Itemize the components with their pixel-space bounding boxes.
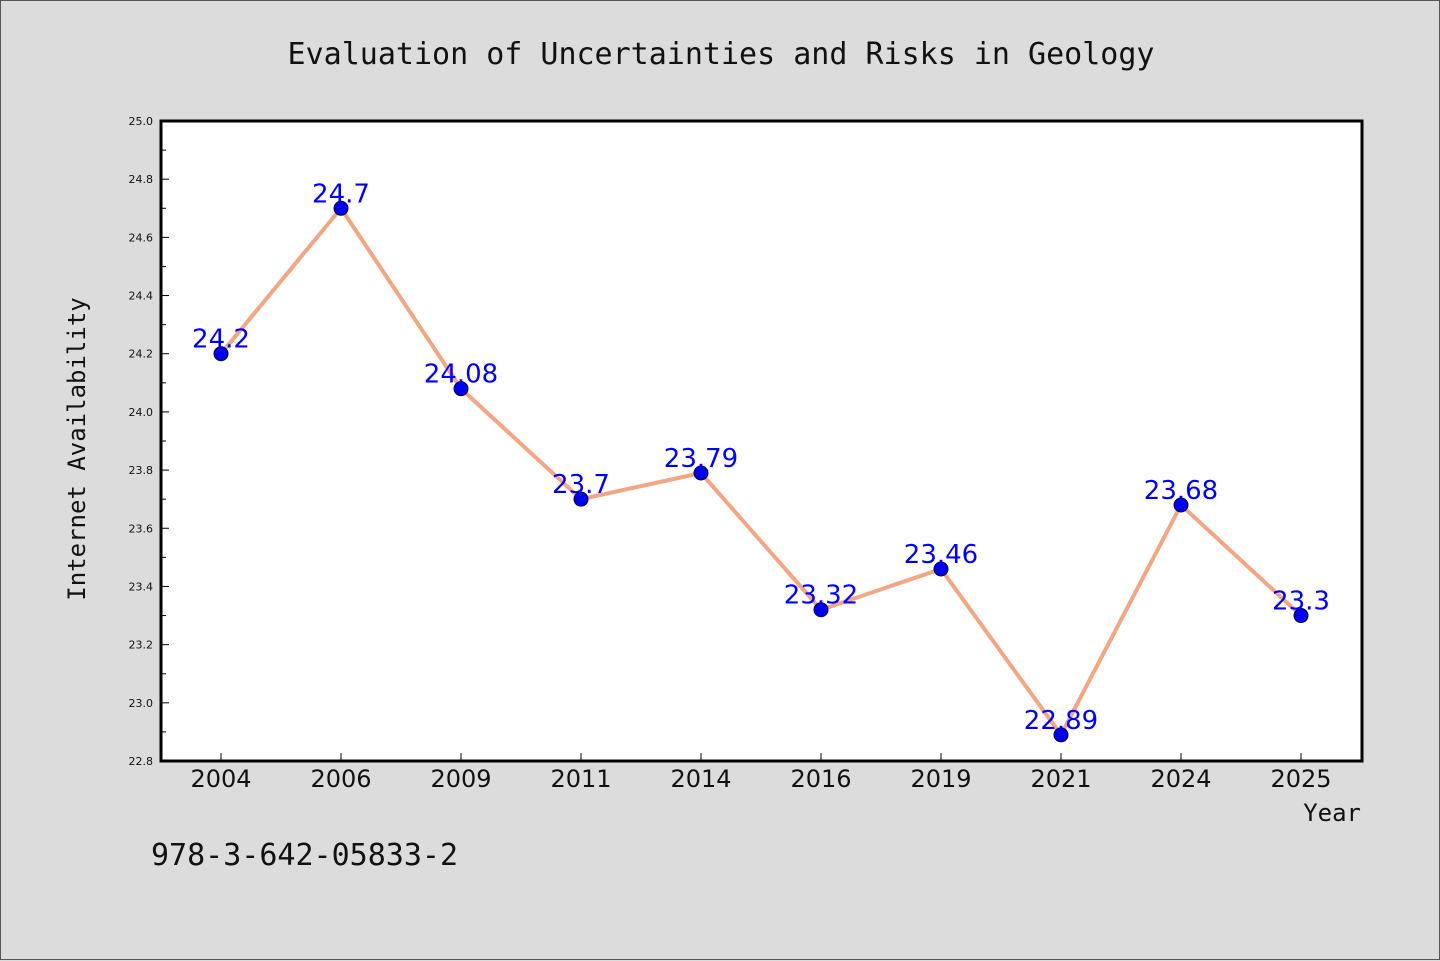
data-point <box>453 381 469 397</box>
data-label: 24.7 <box>312 179 370 209</box>
y-tick-label: 24.2 <box>129 348 154 361</box>
data-point <box>573 491 589 507</box>
data-label: 23.68 <box>1144 476 1218 506</box>
y-axis-label: Internet Availability <box>63 297 91 600</box>
y-tick-label: 22.8 <box>129 755 154 768</box>
data-point <box>1173 497 1189 513</box>
data-label: 23.7 <box>552 470 610 500</box>
x-tick-label: 2014 <box>670 765 731 793</box>
y-tick-label: 24.4 <box>129 290 154 303</box>
data-point <box>813 602 829 618</box>
data-label: 23.32 <box>784 581 858 611</box>
data-label: 22.89 <box>1024 706 1098 736</box>
series-line <box>219 206 1303 737</box>
x-tick-label: 2011 <box>550 765 611 793</box>
plot-area <box>161 121 1362 761</box>
y-tick-label: 23.4 <box>129 580 154 593</box>
series-markers <box>213 200 1309 743</box>
data-point <box>333 200 349 216</box>
x-tick-label: 2025 <box>1270 765 1331 793</box>
data-label: 23.79 <box>664 444 738 474</box>
x-tick-label: 2016 <box>790 765 851 793</box>
y-tick-label: 23.0 <box>129 697 154 710</box>
x-tick-label: 2021 <box>1030 765 1091 793</box>
data-point <box>933 561 949 577</box>
y-axis-ticks: 22.8 23.0 23.2 23.4 23.6 23.8 24.0 24.2 24.4 24.6… <box>129 115 169 768</box>
x-tick-label: 2024 <box>1150 765 1211 793</box>
data-label: 23.3 <box>1272 587 1330 617</box>
data-label: 24.08 <box>424 360 498 390</box>
chart-title: Evaluation of Uncertainties and Risks in… <box>288 37 1155 72</box>
y-tick-label: 24.0 <box>129 406 154 419</box>
y-tick-label: 23.8 <box>129 464 154 477</box>
data-label: 24.2 <box>192 325 250 355</box>
x-axis-ticks: 2004 2006 2009 2011 2014 2016 2019 2021 2024 2025 <box>190 753 1332 793</box>
footer-code: 978-3-642-05833-2 <box>151 838 458 873</box>
data-point <box>1293 608 1309 624</box>
x-axis-label: Year <box>1303 799 1361 827</box>
y-tick-label: 25.0 <box>129 115 154 128</box>
x-tick-label: 2019 <box>910 765 971 793</box>
y-tick-label: 23.6 <box>129 522 154 535</box>
y-tick-label: 23.2 <box>129 639 154 652</box>
y-tick-label: 24.6 <box>129 231 154 244</box>
y-tick-label: 24.8 <box>129 173 154 186</box>
data-labels: 24.2 24.7 24.08 23.7 23.79 23.32 23.46 22.89 23.… <box>192 179 1330 736</box>
data-point <box>213 346 229 362</box>
x-tick-label: 2006 <box>310 765 371 793</box>
plot-border <box>159 119 1364 763</box>
data-point <box>1053 727 1069 743</box>
data-label: 23.46 <box>904 540 978 570</box>
x-tick-label: 2004 <box>190 765 251 793</box>
data-point <box>693 465 709 481</box>
x-tick-label: 2009 <box>430 765 491 793</box>
